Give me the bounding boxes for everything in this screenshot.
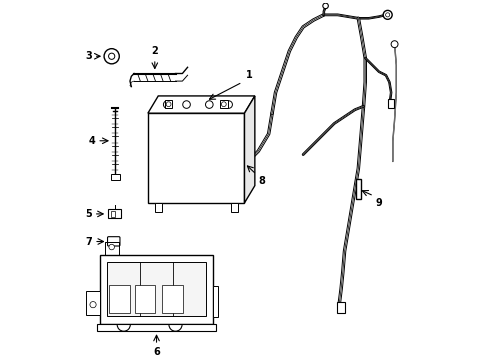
Bar — [107, 262, 205, 316]
Text: 2: 2 — [151, 46, 158, 56]
Circle shape — [90, 302, 96, 308]
Bar — [109, 285, 129, 312]
Text: 3: 3 — [85, 51, 92, 61]
Circle shape — [385, 13, 389, 17]
Circle shape — [383, 10, 391, 19]
Circle shape — [166, 102, 171, 107]
Bar — [162, 285, 183, 312]
Circle shape — [390, 41, 397, 48]
Circle shape — [108, 53, 115, 59]
Bar — [97, 324, 216, 331]
Text: 7: 7 — [85, 237, 92, 247]
Text: 6: 6 — [153, 347, 160, 357]
Bar — [220, 100, 227, 108]
Bar — [164, 100, 172, 108]
Bar — [355, 179, 361, 199]
Bar — [155, 203, 162, 212]
Bar — [86, 291, 100, 315]
Bar — [108, 210, 121, 219]
Circle shape — [104, 49, 119, 64]
Bar — [387, 99, 393, 108]
Bar — [135, 285, 155, 312]
Text: 4: 4 — [88, 136, 95, 146]
Polygon shape — [147, 96, 254, 113]
Circle shape — [322, 3, 327, 9]
Circle shape — [224, 101, 232, 108]
Bar — [336, 302, 345, 313]
Circle shape — [221, 102, 226, 107]
Text: 5: 5 — [85, 209, 92, 219]
Bar — [110, 174, 120, 180]
Polygon shape — [244, 96, 254, 203]
Circle shape — [205, 101, 213, 108]
Bar — [213, 286, 218, 317]
Bar — [147, 113, 244, 203]
Circle shape — [163, 101, 171, 108]
Bar — [100, 255, 213, 324]
Circle shape — [183, 101, 190, 108]
Circle shape — [109, 244, 114, 250]
Text: 8: 8 — [258, 176, 264, 186]
Bar — [230, 203, 238, 212]
FancyBboxPatch shape — [107, 237, 120, 246]
Bar — [110, 211, 115, 217]
Text: 1: 1 — [245, 71, 252, 80]
Text: 9: 9 — [375, 198, 382, 208]
